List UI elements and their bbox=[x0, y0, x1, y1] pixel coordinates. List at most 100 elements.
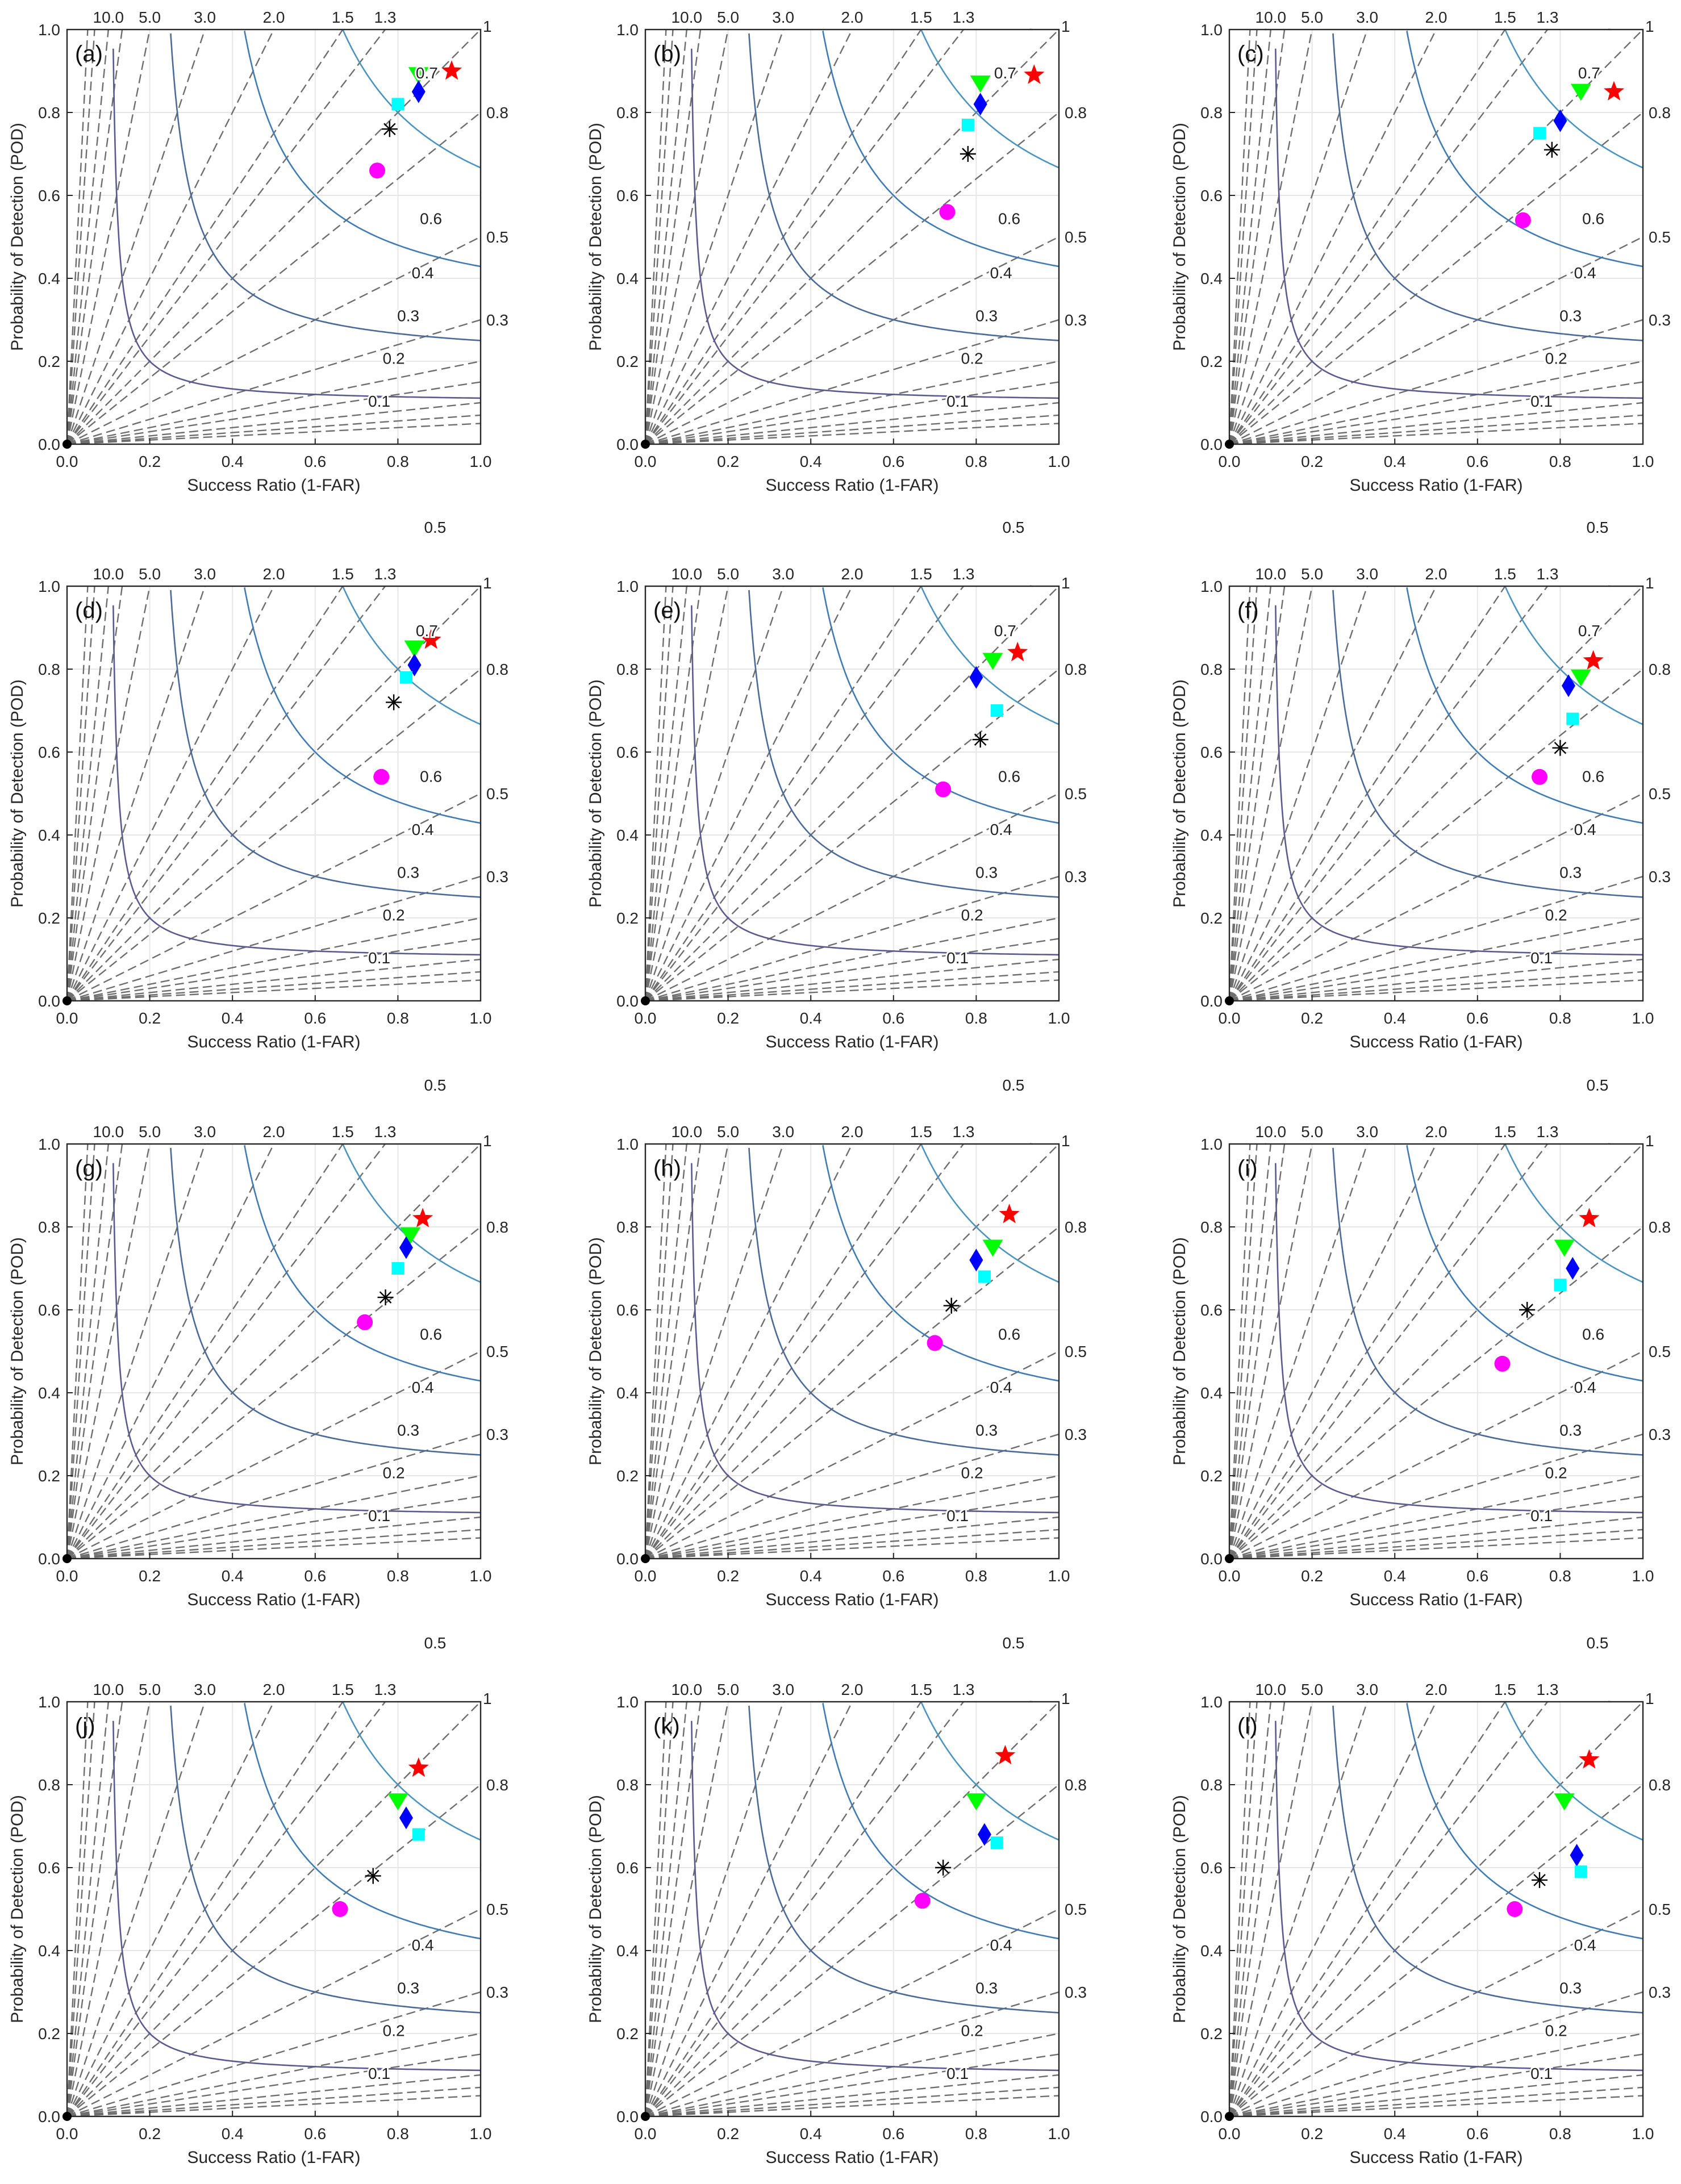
csi-label: 0.1 bbox=[1530, 392, 1553, 410]
csi-label: 0.1 bbox=[1530, 949, 1553, 967]
bias-line bbox=[66, 236, 481, 445]
x-tick-label: 0.6 bbox=[304, 453, 326, 470]
bias-label: 3.0 bbox=[772, 1681, 794, 1698]
panel-g: 0.10.20.30.40.50.60.70.80.00.00.20.20.40… bbox=[8, 62, 1033, 1609]
x-axis-label: Success Ratio (1-FAR) bbox=[1349, 476, 1523, 495]
bias-label: 2.0 bbox=[263, 9, 285, 26]
csi-label: 0.5 bbox=[424, 519, 446, 536]
csi-contour bbox=[691, 605, 1060, 956]
circle-point bbox=[927, 1335, 943, 1351]
x-axis-label: Success Ratio (1-FAR) bbox=[1349, 2148, 1523, 2167]
bias-line bbox=[66, 586, 386, 1001]
bias-label: 1 bbox=[483, 18, 492, 35]
csi-contour bbox=[1504, 586, 1644, 725]
csi-label: 0.6 bbox=[1582, 210, 1604, 227]
bias-label: 10.0 bbox=[93, 9, 124, 26]
bias-line bbox=[645, 1143, 1060, 1559]
bias-line bbox=[66, 938, 481, 1002]
x-axis-label: Success Ratio (1-FAR) bbox=[765, 1033, 938, 1051]
bias-line bbox=[66, 1516, 481, 1560]
bias-line bbox=[1229, 360, 1644, 445]
y-tick-label: 0.2 bbox=[616, 1467, 639, 1485]
x-tick-label: 0.4 bbox=[800, 453, 822, 470]
bias-line bbox=[645, 1991, 1060, 2118]
bias-label: 1.5 bbox=[332, 9, 354, 26]
bias-label: 1 bbox=[1061, 18, 1070, 35]
bias-label: 1 bbox=[483, 1690, 492, 1707]
bias-line bbox=[66, 1143, 481, 1559]
square-point bbox=[990, 1836, 1003, 1849]
csi-contour bbox=[1332, 1705, 1644, 2014]
bias-line bbox=[1229, 586, 1548, 1001]
bias-line bbox=[1228, 1143, 1437, 1559]
triangle-point bbox=[404, 640, 425, 658]
bias-line bbox=[66, 669, 481, 1001]
y-tick-label: 0.4 bbox=[616, 826, 639, 844]
bias-label: 0.3 bbox=[486, 1983, 508, 2001]
y-tick-label: 0.6 bbox=[38, 1301, 60, 1319]
bias-line bbox=[1228, 1701, 1251, 2117]
bias-line bbox=[1228, 1701, 1258, 2117]
x-tick-label: 0.6 bbox=[1466, 1009, 1488, 1027]
csi-label: 0.1 bbox=[368, 392, 390, 410]
y-tick-label: 0.0 bbox=[38, 992, 60, 1010]
bias-label: 5.0 bbox=[717, 1681, 739, 1698]
bias-label: 0.8 bbox=[486, 1776, 508, 1794]
y-tick-label: 0.2 bbox=[1200, 2025, 1223, 2043]
csi-label: 0.5 bbox=[1002, 519, 1024, 536]
bias-label: 1.3 bbox=[374, 9, 397, 26]
x-tick-label: 0.6 bbox=[304, 1567, 326, 1585]
bias-line bbox=[1229, 1537, 1644, 1560]
csi-label: 0.2 bbox=[1545, 907, 1567, 924]
asterisk-point bbox=[1532, 1872, 1547, 1888]
bias-line bbox=[1229, 423, 1644, 445]
x-tick-label: 0.0 bbox=[1219, 1567, 1241, 1585]
bias-line bbox=[66, 414, 481, 445]
csi-contour bbox=[1406, 587, 1644, 824]
y-tick-label: 0.2 bbox=[38, 909, 60, 927]
bias-line bbox=[1228, 1143, 1258, 1559]
y-tick-label: 0.8 bbox=[616, 1218, 639, 1236]
csi-label: 0.3 bbox=[975, 863, 998, 881]
bias-line bbox=[645, 112, 1060, 445]
csi-label: 0.1 bbox=[946, 1507, 969, 1525]
bias-line bbox=[645, 1350, 1060, 1560]
bias-line bbox=[1228, 29, 1258, 445]
bias-line bbox=[66, 1143, 95, 1559]
panel-i: 0.10.20.30.40.50.60.70.80.00.00.20.20.40… bbox=[1170, 62, 1671, 1609]
star-point bbox=[1583, 650, 1604, 670]
csi-contour bbox=[112, 605, 481, 956]
bias-label: 1 bbox=[483, 1132, 492, 1150]
bias-label: 10.0 bbox=[1255, 9, 1287, 26]
bias-label: 2.0 bbox=[841, 1123, 864, 1141]
bias-line bbox=[66, 29, 275, 445]
asterisk-stroke bbox=[379, 1291, 392, 1304]
asterisk-point bbox=[1544, 141, 1560, 158]
x-axis-label: Success Ratio (1-FAR) bbox=[1349, 1033, 1523, 1051]
bias-label: 1.3 bbox=[374, 1681, 397, 1698]
csi-contour bbox=[748, 1147, 1060, 1456]
bias-line bbox=[66, 792, 481, 1002]
asterisk-stroke bbox=[383, 123, 396, 135]
csi-label: 0.5 bbox=[1586, 1076, 1608, 1094]
csi-contour bbox=[1504, 1144, 1644, 1283]
bias-line bbox=[645, 2053, 1060, 2118]
bias-label: 0.5 bbox=[1649, 228, 1671, 246]
asterisk-point bbox=[935, 1860, 952, 1876]
bias-line bbox=[645, 381, 1060, 445]
bias-line bbox=[1229, 917, 1644, 1002]
x-tick-label: 0.8 bbox=[1549, 2125, 1571, 2143]
bias-label: 1 bbox=[1061, 1690, 1070, 1707]
csi-contour bbox=[1504, 30, 1644, 169]
square-point bbox=[990, 704, 1003, 717]
bias-label: 0.8 bbox=[1649, 1776, 1671, 1794]
x-tick-label: 1.0 bbox=[1632, 1009, 1654, 1027]
csi-label: 0.7 bbox=[416, 64, 438, 82]
csi-contour bbox=[1332, 590, 1644, 898]
bias-line bbox=[645, 236, 1060, 445]
bias-label: 1.5 bbox=[1494, 1681, 1516, 1698]
csi-label: 0.1 bbox=[368, 2065, 390, 2082]
bias-label: 5.0 bbox=[1301, 9, 1323, 26]
bias-label: 1.3 bbox=[374, 1123, 397, 1141]
x-tick-label: 0.4 bbox=[222, 1567, 244, 1585]
